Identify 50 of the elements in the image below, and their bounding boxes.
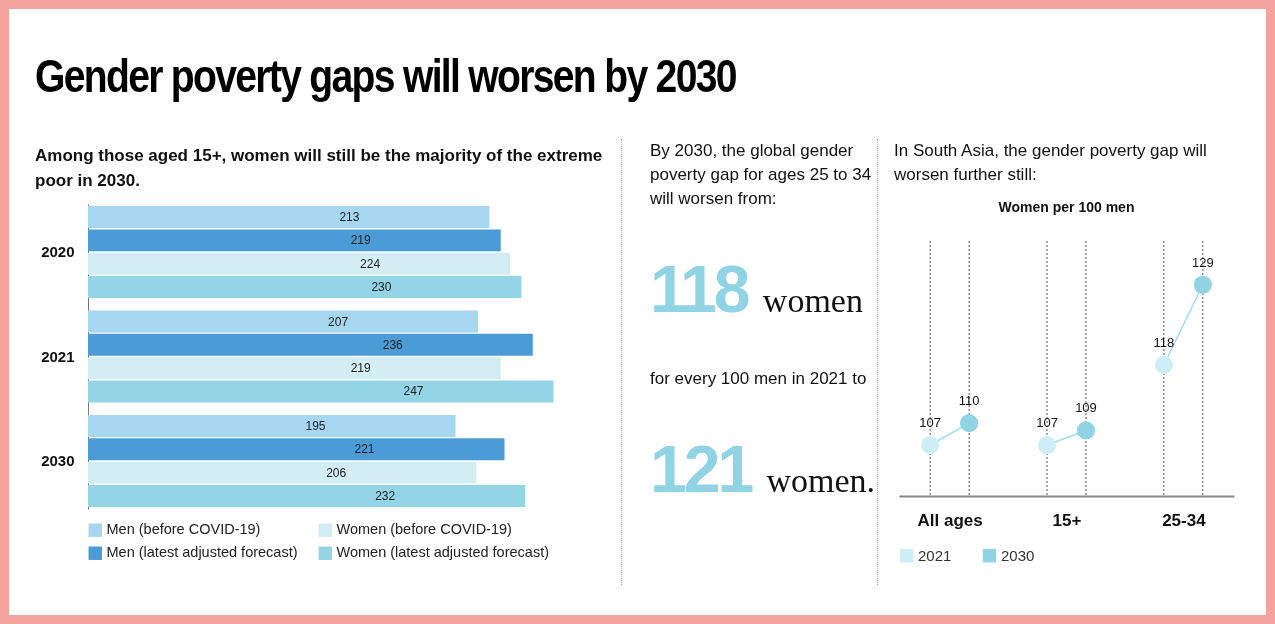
data-label: 109: [1075, 400, 1097, 416]
bar: [88, 414, 456, 437]
legend-label: 2021: [918, 546, 952, 564]
bar: [88, 310, 479, 333]
x-tick-label: 15+: [1052, 510, 1082, 530]
bar: [88, 229, 501, 252]
legend-label: Men (latest adjusted forecast): [106, 544, 298, 561]
data-label: 110: [958, 393, 980, 409]
data-label: 219: [350, 233, 372, 248]
bar: [88, 333, 533, 356]
bar: [88, 461, 477, 484]
data-label: 221: [354, 442, 375, 457]
data-label: 247: [403, 384, 424, 399]
y-tick-label: 2030: [41, 451, 75, 469]
y-tick-label: 2020: [41, 243, 75, 261]
chart-title: Gender poverty gaps will worsen by 2030: [35, 49, 736, 104]
legend-label: Women (before COVID-19): [336, 521, 512, 538]
data-label: 207: [328, 314, 349, 329]
text: 121 women.: [650, 432, 876, 506]
data-label: 230: [371, 280, 392, 295]
data-label: 219: [350, 361, 372, 376]
bar: [88, 276, 522, 299]
legend-label: Women (latest adjusted forecast): [336, 544, 549, 561]
data-label: 213: [339, 210, 360, 225]
data-label: 232: [375, 488, 396, 503]
data-label: 236: [382, 337, 404, 352]
text: 118 women: [650, 252, 863, 326]
chart-title: In South Asia, the gender poverty gap will worsen further still:: [894, 140, 1208, 186]
legend-label: Men (before COVID-19): [106, 521, 261, 538]
legend-label: 2030: [1001, 546, 1035, 564]
data-label: 129: [1191, 254, 1214, 270]
bar: [88, 438, 505, 461]
chart-subtitle: Among those aged 15+, women will still be the majority of the extreme poor in 2030.: [35, 145, 604, 192]
data-label: 195: [305, 418, 326, 433]
x-tick-label: 25-34: [1162, 510, 1207, 530]
data-label: 224: [360, 256, 381, 271]
bar: [88, 380, 554, 403]
data-label: 118: [1153, 334, 1175, 350]
y-tick-label: 2021: [41, 347, 75, 365]
data-label: 107: [919, 415, 942, 430]
bar: [88, 252, 511, 275]
x-tick-label: All ages: [917, 510, 983, 530]
bar: [88, 484, 526, 507]
bar: [88, 206, 490, 229]
text: for every 100 men in 2021 to: [650, 368, 868, 390]
data-label: 107: [1036, 415, 1058, 430]
text: By 2030, the global gender poverty gap for ages 25 to 34 will worsen from:: [650, 140, 873, 210]
bar: [88, 357, 501, 380]
data-label: 206: [326, 465, 347, 480]
chart-subtitle: Women per 100 men: [998, 198, 1135, 215]
